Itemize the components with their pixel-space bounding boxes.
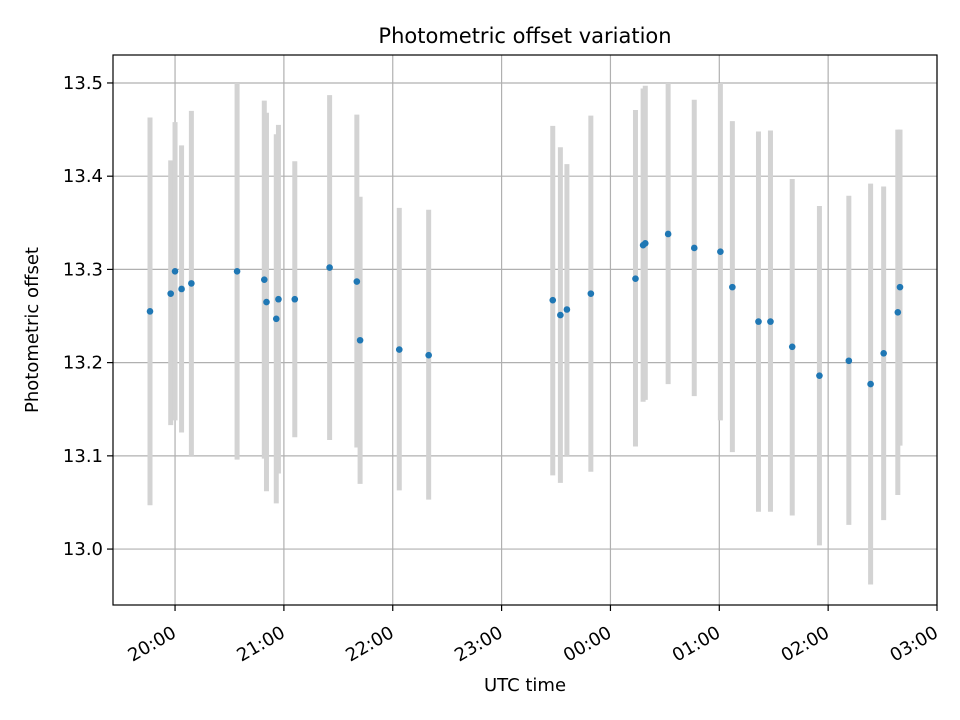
data-point [632, 275, 639, 283]
data-point [167, 290, 174, 297]
y-tick-label: 13.4 [63, 166, 103, 187]
data-point [896, 283, 904, 291]
data-point [894, 308, 902, 316]
data-point [188, 280, 195, 287]
data-point [641, 240, 649, 247]
data-point [353, 278, 361, 285]
data-point [587, 290, 595, 297]
data-point [146, 308, 154, 315]
data-point [557, 311, 564, 319]
data-point [867, 380, 874, 388]
plot-area-frame [112, 54, 938, 606]
data-point [717, 248, 724, 255]
y-tick-label: 13.3 [63, 259, 103, 280]
data-point [261, 276, 268, 283]
data-point [767, 318, 774, 325]
data-point [549, 296, 557, 304]
data-point [291, 295, 299, 303]
data-point [233, 267, 241, 275]
data-point [178, 285, 185, 293]
y-tick-label: 13.5 [63, 73, 103, 94]
data-point [395, 346, 403, 353]
y-axis-title: Photometric offset [22, 247, 43, 413]
data-point [816, 372, 823, 379]
data-point [845, 357, 853, 365]
data-point [425, 351, 432, 359]
data-point [690, 244, 698, 252]
data-point [729, 283, 736, 291]
data-point [263, 298, 270, 306]
data-point [171, 267, 179, 275]
chart-title: Photometric offset variation [378, 24, 671, 48]
x-axis-title: UTC time [484, 675, 566, 696]
data-point [788, 343, 796, 351]
y-tick-label: 13.2 [63, 353, 103, 374]
data-point [755, 318, 762, 325]
y-tick-label: 13.1 [63, 446, 103, 467]
data-point [880, 350, 887, 357]
y-axis-ticks: 13.0 13.1 13.2 13.3 13.4 13.5 [63, 73, 113, 560]
data-point [275, 295, 282, 303]
data-point [664, 230, 672, 238]
data-point [272, 315, 280, 323]
data-point [326, 264, 333, 271]
data-points [146, 230, 904, 388]
data-point [563, 306, 571, 313]
data-point [356, 336, 364, 344]
y-tick-label: 13.0 [63, 539, 103, 560]
